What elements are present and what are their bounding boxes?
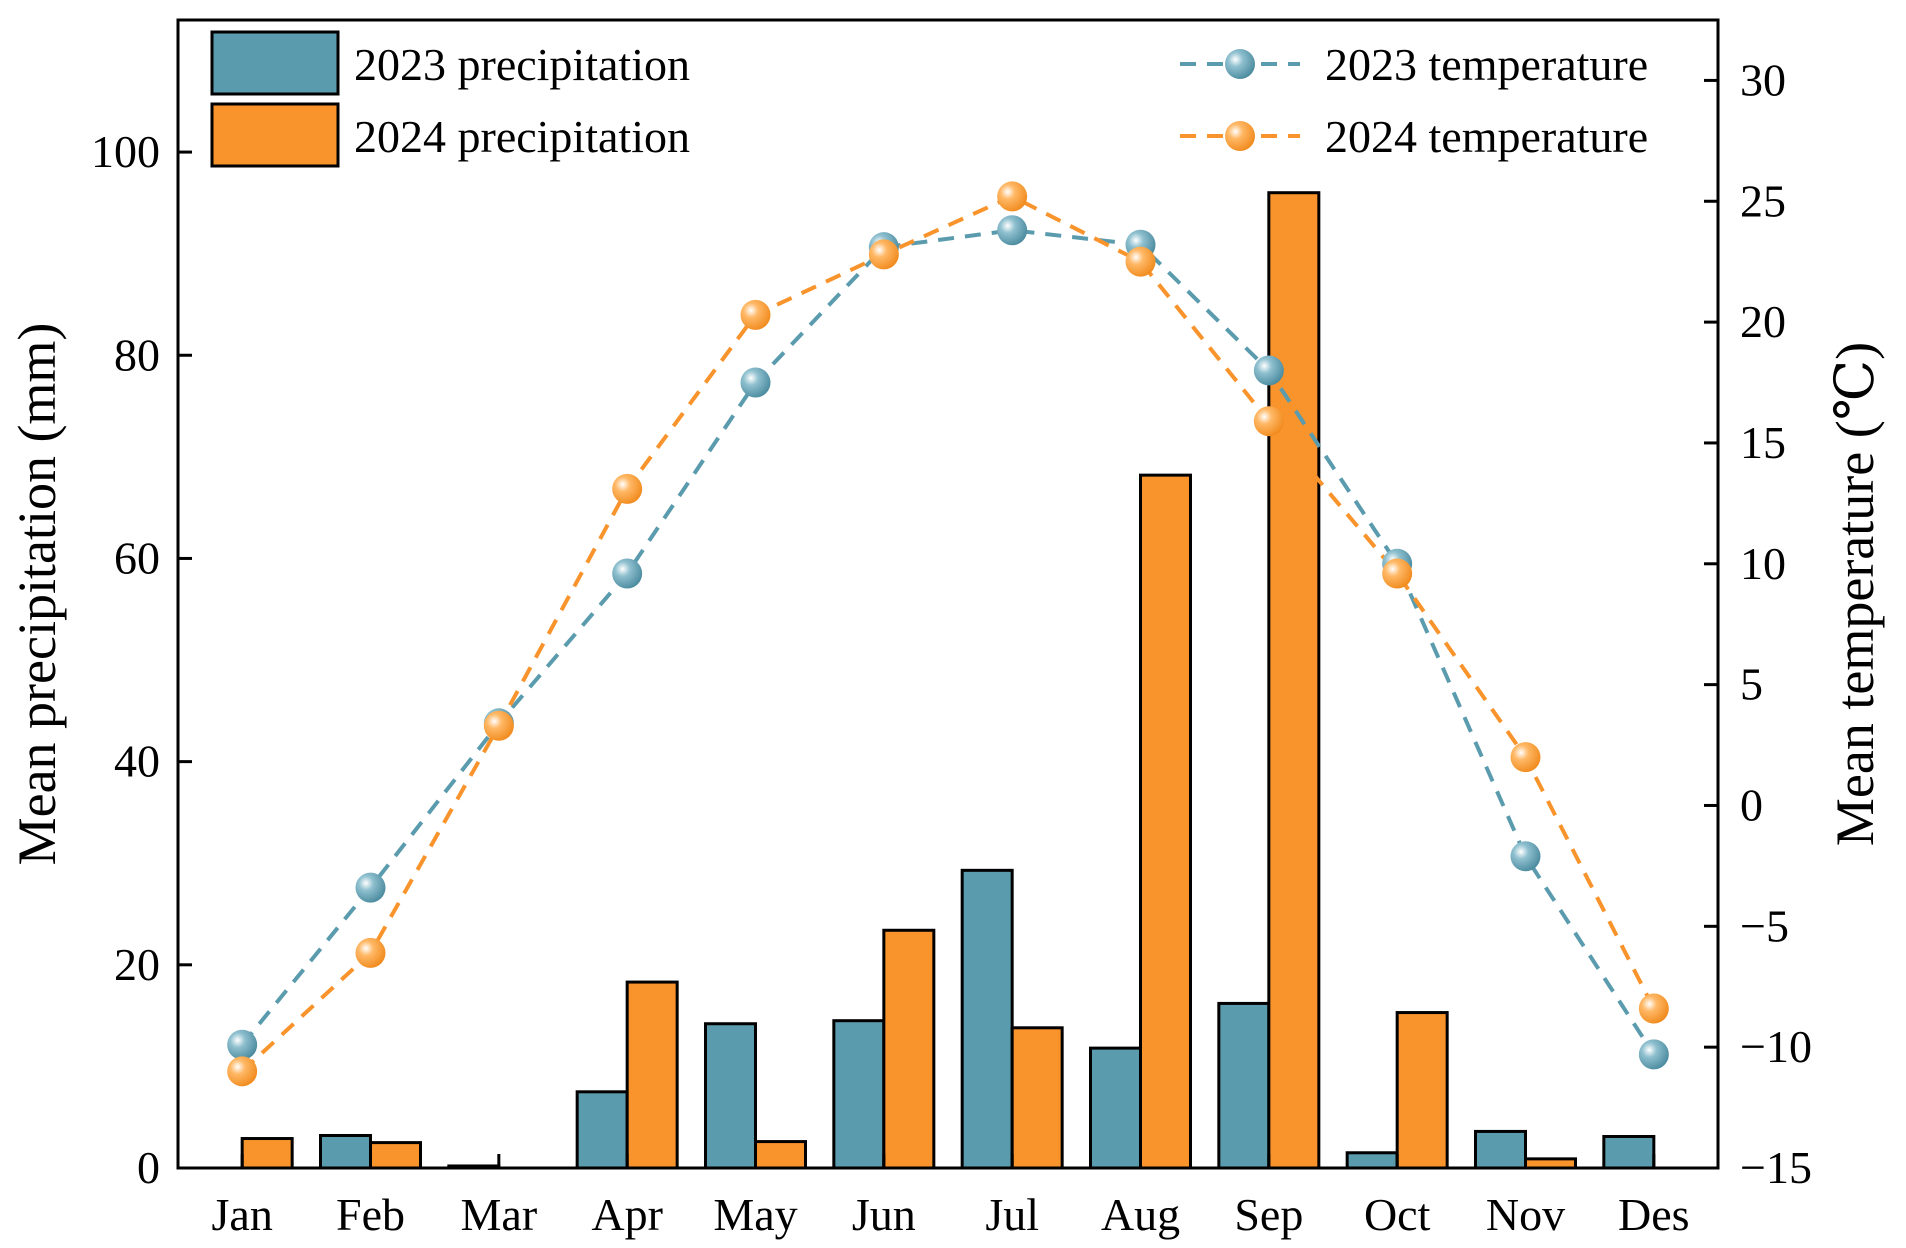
y-right-tick-label--5: −5 [1740, 900, 1789, 951]
x-tick-label-may: May [713, 1189, 797, 1240]
y-right-tick-label-5: 5 [1740, 659, 1763, 710]
point-2024-temperature-nov [1510, 742, 1541, 773]
point-2023-temperature-sep [1253, 355, 1284, 386]
x-tick-label-jan: Jan [212, 1189, 273, 1240]
bar-2024-precipitation-oct [1395, 1011, 1449, 1170]
bar-2024-precipitation-jun [882, 928, 936, 1170]
legend-marker-2023-temperature [1225, 49, 1255, 79]
bar-2023-precipitation-des [1602, 1135, 1656, 1170]
y-axis-right-title: Mean temperature (℃) [1825, 342, 1885, 846]
y-right-tick-label--10: −10 [1740, 1021, 1812, 1072]
legend-label-2024-temperature: 2024 temperature [1325, 111, 1648, 162]
point-2024-temperature-oct [1382, 558, 1413, 589]
bar-2023-precipitation-feb [319, 1133, 372, 1170]
point-2024-temperature-may [740, 299, 771, 330]
bar-2024-precipitation-may [754, 1140, 807, 1170]
point-2024-temperature-des [1638, 993, 1669, 1024]
legend-right: 2023 temperature 2024 temperature [1180, 39, 1648, 162]
bar-2024-precipitation-jul [1010, 1026, 1064, 1170]
point-2024-temperature-apr [612, 473, 643, 504]
bar-2024-precipitation-sep [1267, 191, 1321, 1170]
legend-label-2023-precipitation: 2023 precipitation [354, 39, 690, 90]
legend-label-2024-precipitation: 2024 precipitation [354, 111, 690, 162]
point-2023-temperature-apr [612, 558, 643, 589]
y-tick-label-40: 40 [114, 736, 160, 787]
y-right-tick-label-25: 25 [1740, 175, 1786, 226]
bar-2023-precipitation-sep [1217, 1001, 1271, 1170]
bar-2023-precipitation-apr [575, 1090, 629, 1170]
legend-label-2023-temperature: 2023 temperature [1325, 39, 1648, 90]
y-tick-label-0: 0 [137, 1142, 160, 1193]
y-right-tick-label--15: −15 [1740, 1142, 1812, 1193]
legend-marker-2024-temperature [1225, 121, 1255, 151]
left-axis: 0 20 40 60 80 100 [91, 126, 192, 1193]
y-right-tick-label-30: 30 [1740, 54, 1786, 105]
right-axis: −15 −10 −5 0 5 10 15 20 25 30 [1704, 54, 1812, 1193]
bar-2023-precipitation-jun [832, 1019, 886, 1170]
lines-layer [240, 194, 1656, 1073]
point-2024-temperature-aug [1125, 246, 1156, 277]
x-tick-label-jun: Jun [852, 1189, 916, 1240]
point-2023-temperature-feb [355, 872, 386, 903]
point-2023-temperature-nov [1510, 841, 1541, 872]
point-2023-temperature-may [740, 367, 771, 398]
bar-2023-precipitation-nov [1474, 1129, 1527, 1170]
legend-swatch-2024-precipitation [210, 102, 340, 168]
line-2023-temperature [240, 228, 1656, 1056]
markers-layer [227, 181, 1669, 1087]
y-right-tick-label-20: 20 [1740, 296, 1786, 347]
bar-2024-precipitation-feb [369, 1141, 422, 1170]
point-2024-temperature-jul [997, 181, 1028, 212]
x-tick-label-nov: Nov [1486, 1189, 1565, 1240]
line-2024-temperature [240, 194, 1656, 1073]
y-tick-label-80: 80 [114, 329, 160, 380]
bars-layer [240, 191, 1656, 1170]
point-2024-temperature-jun [868, 239, 899, 270]
plot-frame [176, 18, 1720, 1170]
point-2024-temperature-sep [1253, 406, 1284, 437]
x-tick-label-aug: Aug [1101, 1189, 1180, 1240]
point-2024-temperature-mar [483, 710, 514, 741]
legend-swatch-2023-precipitation [210, 30, 340, 96]
x-tick-label-des: Des [1618, 1189, 1690, 1240]
point-2023-temperature-des [1638, 1039, 1669, 1070]
y-tick-label-100: 100 [91, 126, 160, 177]
x-tick-label-oct: Oct [1364, 1189, 1431, 1240]
x-tick-label-apr: Apr [591, 1189, 663, 1240]
bar-2024-precipitation-apr [625, 980, 679, 1170]
point-2024-temperature-jan [227, 1056, 258, 1087]
point-2023-temperature-jan [227, 1029, 258, 1060]
bar-2023-precipitation-aug [1089, 1046, 1142, 1170]
x-tick-label-mar: Mar [461, 1189, 538, 1240]
x-tick-label-sep: Sep [1234, 1189, 1303, 1240]
y-right-tick-label-10: 10 [1740, 538, 1786, 589]
x-tick-label-jul: Jul [985, 1189, 1039, 1240]
point-2023-temperature-jul [997, 215, 1028, 246]
y-tick-label-20: 20 [114, 939, 160, 990]
x-tick-label-feb: Feb [336, 1189, 405, 1240]
legend-left: 2023 precipitation 2024 precipitation [210, 30, 690, 168]
x-axis: Jan Feb Mar Apr May Jun Jul Aug Sep Oct Nov Des [212, 1154, 1690, 1240]
bar-2024-precipitation-aug [1139, 473, 1192, 1170]
y-right-tick-label-15: 15 [1740, 417, 1786, 468]
bar-2023-precipitation-may [704, 1022, 757, 1170]
y-axis-title: Mean precipitation (mm) [7, 323, 67, 866]
y-tick-label-60: 60 [114, 532, 160, 583]
bar-2023-precipitation-jul [960, 868, 1014, 1170]
point-2024-temperature-feb [355, 937, 386, 968]
bar-2024-precipitation-jan [240, 1137, 294, 1170]
bar-2023-precipitation-oct [1345, 1151, 1399, 1170]
y-right-tick-label-0: 0 [1740, 779, 1763, 830]
